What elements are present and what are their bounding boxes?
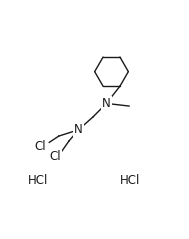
Text: Cl: Cl: [35, 140, 46, 153]
Text: HCl: HCl: [120, 174, 141, 186]
Text: HCl: HCl: [28, 174, 48, 186]
Text: N: N: [102, 97, 111, 110]
Text: Cl: Cl: [49, 150, 61, 163]
Text: N: N: [74, 123, 83, 136]
